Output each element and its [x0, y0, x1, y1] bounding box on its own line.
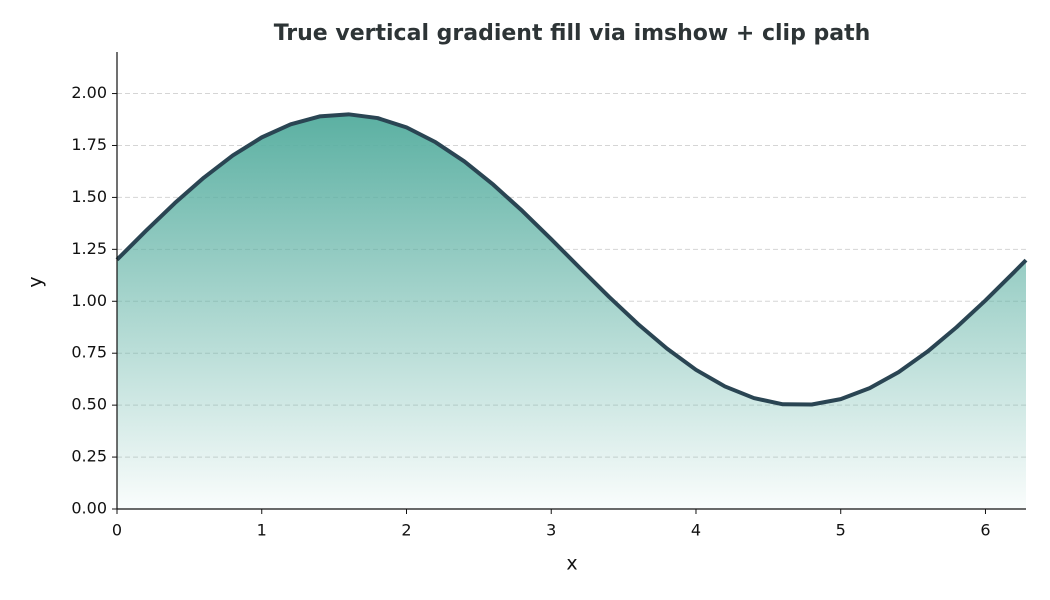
y-tick-label: 0.25	[71, 447, 107, 466]
x-tick-label: 2	[401, 521, 411, 540]
y-tick-label: 0.75	[71, 343, 107, 362]
x-tick-label: 3	[546, 521, 556, 540]
chart-title: True vertical gradient fill via imshow +…	[274, 21, 871, 46]
x-tick-label: 6	[980, 521, 990, 540]
x-tick-label: 4	[691, 521, 701, 540]
y-tick-label: 1.25	[71, 239, 107, 258]
y-axis-label: y	[25, 276, 47, 287]
x-tick-label: 1	[257, 521, 267, 540]
x-axis-label: x	[566, 553, 577, 575]
y-tick-label: 0.00	[71, 499, 107, 518]
y-tick-label: 1.50	[71, 187, 107, 206]
y-tick-label: 1.75	[71, 135, 107, 154]
x-tick-label: 0	[112, 521, 122, 540]
y-tick-label: 2.00	[71, 83, 107, 102]
x-tick-label: 5	[836, 521, 846, 540]
line	[115, 112, 1028, 407]
y-tick-label: 1.00	[71, 291, 107, 310]
y-tick-label: 0.50	[71, 395, 107, 414]
area	[117, 114, 1026, 510]
